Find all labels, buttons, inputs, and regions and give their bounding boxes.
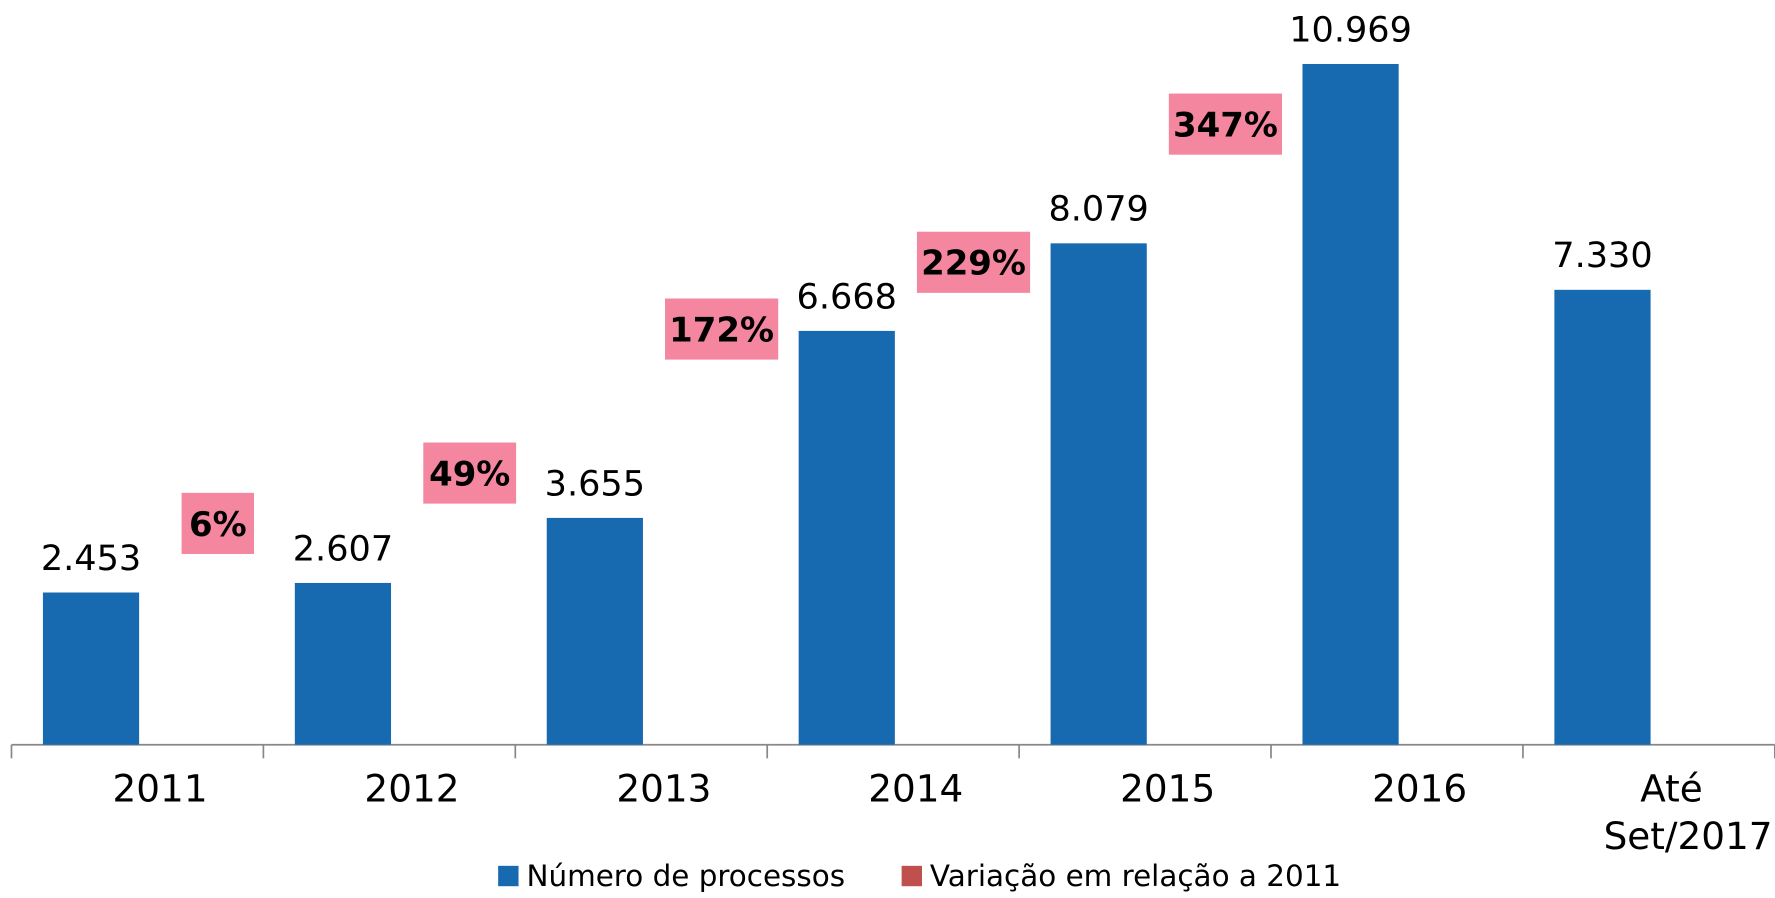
x-tick-label: 2012 [364, 766, 460, 811]
legend-label: Número de processos [526, 859, 845, 893]
bar [546, 517, 643, 745]
value-label: 6.668 [797, 276, 897, 317]
variation-label: 229% [921, 244, 1026, 284]
legend-swatch [901, 865, 922, 887]
variation-label-box [1168, 93, 1283, 155]
bar [798, 330, 895, 745]
bar [294, 582, 392, 745]
bar [42, 592, 140, 745]
x-tick-label-box: 2015 [1120, 766, 1216, 811]
value-label: 2.607 [293, 528, 393, 569]
variation-label-box [665, 298, 779, 360]
value-label: 10.969 [1289, 9, 1412, 50]
x-tick-label: 2013 [616, 766, 712, 811]
x-tick-label: 2016 [1372, 766, 1468, 811]
bar [1554, 289, 1651, 745]
x-tick-label-box: 2011 [112, 766, 208, 811]
x-tick-label-box: Até Set/2017 [1603, 766, 1773, 858]
value-label: 7.330 [1552, 235, 1652, 276]
value-label: 8.079 [1048, 189, 1148, 230]
value-label: 3.655 [545, 463, 645, 504]
x-tick-label-box: 2012 [364, 766, 460, 811]
variation-label-box [916, 231, 1031, 293]
bar [1302, 63, 1399, 745]
x-tick-label-box: 2014 [868, 766, 964, 811]
x-tick-label-box: 2016 [1372, 766, 1468, 811]
x-tick-label: Até Set/2017 [1603, 766, 1773, 858]
x-tick-label: 2011 [112, 766, 208, 811]
variation-label-box [181, 492, 255, 554]
x-tick-label: 2014 [868, 766, 964, 811]
legend-swatch [498, 865, 519, 887]
variation-label: 6% [189, 505, 247, 545]
variation-label-box [423, 442, 517, 504]
x-tick-label: 2015 [1120, 766, 1216, 811]
bar [1050, 243, 1147, 745]
variation-label: 172% [669, 310, 774, 350]
value-label: 2.453 [41, 538, 141, 579]
legend-label: Variação em relação a 2011 [930, 859, 1341, 893]
x-tick-label-box: 2013 [616, 766, 712, 811]
variation-label: 347% [1173, 106, 1278, 146]
variation-label: 49% [429, 455, 510, 495]
